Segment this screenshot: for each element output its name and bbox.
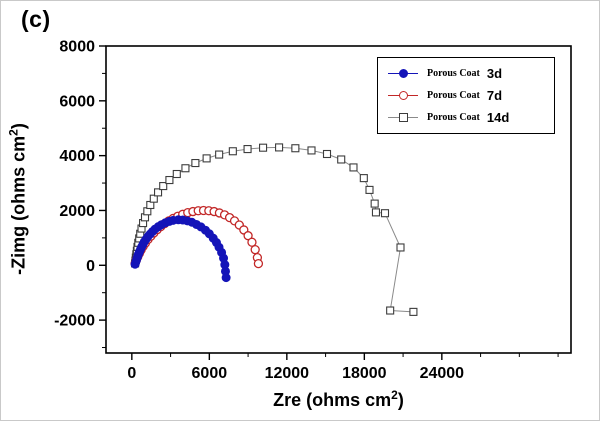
data-point-7d xyxy=(253,258,264,269)
y-tick-label: 6000 xyxy=(59,93,95,110)
legend-marker-14d xyxy=(388,112,418,123)
legend-label-suffix: 14d xyxy=(486,110,510,125)
data-point-14d xyxy=(396,243,405,252)
legend-label-prefix: Porous Coat xyxy=(427,112,480,123)
data-point-7d xyxy=(247,237,257,247)
data-point-7d xyxy=(243,231,253,241)
x-tick-label: 12000 xyxy=(265,365,310,382)
y-axis-label-close: ) xyxy=(8,123,29,130)
data-point-14d xyxy=(191,158,200,168)
legend-label-suffix: 3d xyxy=(486,66,503,81)
data-point-14d xyxy=(371,208,381,217)
data-point-14d xyxy=(386,306,395,315)
x-tick-label: 18000 xyxy=(342,365,387,382)
data-point-3d xyxy=(221,273,231,283)
data-point-14d xyxy=(172,169,181,179)
data-point-14d xyxy=(307,146,316,155)
x-axis-label: Zre (ohms cm2) xyxy=(106,388,571,411)
open-circle-icon xyxy=(398,91,408,100)
data-point-14d xyxy=(291,144,300,153)
y-tick-label: 0 xyxy=(86,258,95,275)
x-tick-label: 24000 xyxy=(420,365,465,382)
data-point-14d xyxy=(349,163,358,172)
x-axis-label-text: Zre (ohms cm xyxy=(273,390,392,410)
x-axis-label-close: ) xyxy=(397,390,404,410)
filled-circle-icon xyxy=(398,69,408,78)
open-square-icon xyxy=(398,113,408,122)
y-axis-label: -Zimg (ohms cm2) xyxy=(7,123,30,275)
data-point-14d xyxy=(365,185,374,194)
series-line-3d xyxy=(134,219,227,278)
data-point-14d xyxy=(370,199,379,208)
data-point-14d xyxy=(259,143,268,152)
legend-marker-3d xyxy=(388,68,418,79)
y-tick-label: 2000 xyxy=(59,203,95,220)
legend-label-prefix: Porous Coat xyxy=(427,68,480,79)
plot-frame xyxy=(105,45,572,354)
data-point-14d xyxy=(181,164,190,173)
data-point-14d xyxy=(359,174,368,183)
data-point-14d xyxy=(154,188,163,197)
data-point-14d xyxy=(337,155,346,164)
data-point-14d xyxy=(275,143,284,152)
x-axis-label-superscript: 2 xyxy=(391,388,398,402)
x-tick-label: 6000 xyxy=(192,365,228,382)
x-tick-label: 0 xyxy=(127,365,136,382)
data-point-14d xyxy=(215,150,224,159)
y-axis-label-superscript: 2 xyxy=(6,129,21,136)
legend-label-prefix: Porous Coat xyxy=(427,90,480,101)
y-tick-label: 8000 xyxy=(59,39,95,56)
data-point-14d xyxy=(159,182,168,191)
y-tick-label: 4000 xyxy=(59,148,95,165)
y-axis-label-text: -Zimg (ohms cm xyxy=(8,135,29,275)
legend-label-suffix: 7d xyxy=(486,88,503,103)
panel-label: (c) xyxy=(21,6,51,32)
legend-item-7d: Porous Coat 7d xyxy=(388,86,548,105)
legend-item-14d: Porous Coat 14d xyxy=(388,108,548,127)
data-point-14d xyxy=(165,175,174,185)
legend-item-3d: Porous Coat 3d xyxy=(388,64,548,83)
data-point-14d xyxy=(322,149,332,159)
y-tick-label: -2000 xyxy=(54,313,95,330)
data-point-7d xyxy=(250,245,260,255)
data-point-14d xyxy=(243,145,252,154)
data-point-14d xyxy=(202,154,211,163)
data-point-14d xyxy=(149,194,158,203)
data-point-14d xyxy=(409,307,418,316)
legend-marker-7d xyxy=(388,90,418,101)
legend: Porous Coat 3d Porous Coat 7d Porous Coa… xyxy=(377,57,555,134)
data-point-14d xyxy=(380,209,390,218)
data-point-14d xyxy=(228,147,237,156)
